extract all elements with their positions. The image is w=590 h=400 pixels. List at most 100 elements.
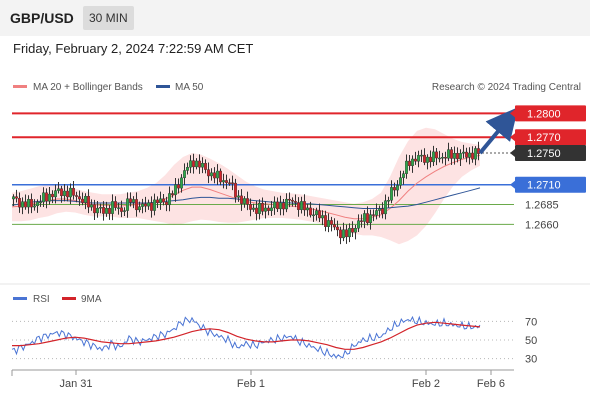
- candle-body: [93, 204, 96, 214]
- candle-body: [87, 195, 90, 208]
- candle-body: [459, 153, 462, 160]
- candle-body: [366, 213, 369, 224]
- candle-body: [354, 228, 357, 233]
- level-badge: [515, 145, 586, 162]
- rsi-ma-legend-swatch: [62, 297, 76, 300]
- candle-body: [102, 207, 105, 214]
- candle-body: [36, 201, 39, 207]
- candle-body: [375, 210, 378, 216]
- candle-body: [81, 198, 84, 203]
- candle-body: [180, 177, 183, 189]
- candle-body: [192, 160, 195, 168]
- rsi-panel: 30 50 70: [11, 315, 537, 366]
- candle-body: [396, 185, 399, 191]
- x-axis-label: Jan 31: [59, 378, 92, 390]
- candle-body: [297, 202, 300, 210]
- level-label: 1.2710: [527, 180, 561, 192]
- candle-body: [360, 220, 363, 222]
- candle-body: [27, 199, 30, 208]
- candle-body: [303, 201, 306, 211]
- candle-body: [57, 188, 60, 191]
- candle-body: [357, 220, 360, 229]
- price-levels: [12, 112, 514, 225]
- bollinger-band: [12, 127, 480, 245]
- candle-body: [54, 190, 57, 198]
- rsi-ma-line: [12, 321, 481, 350]
- candle-body: [345, 229, 348, 238]
- candle-body: [183, 170, 186, 179]
- candle-body: [66, 190, 69, 198]
- candle-body: [45, 192, 48, 202]
- candle-body: [279, 202, 282, 210]
- x-axis: Jan 31 Feb 1 Feb 2 Feb 6: [11, 369, 514, 390]
- candle-body: [321, 215, 324, 219]
- level-badge-pointer: [510, 180, 515, 189]
- candle-body: [117, 207, 120, 209]
- candle-body: [150, 202, 153, 211]
- candle-body: [411, 158, 414, 166]
- candle-body: [288, 198, 291, 201]
- price-level-labels: 1.2800 1.2770 1.2750 1.2710 1.2685 1.2660: [510, 105, 586, 231]
- candle-body: [171, 193, 174, 195]
- rsi-tick-label: 30: [525, 354, 537, 366]
- candle-body: [438, 157, 441, 160]
- candle-body: [246, 198, 249, 205]
- candle-body: [399, 177, 402, 186]
- candle-body: [132, 199, 135, 203]
- candle-body: [456, 153, 459, 160]
- candle-body: [216, 170, 219, 179]
- candle-body: [99, 207, 102, 209]
- candle-body: [432, 151, 435, 163]
- candle-body: [312, 214, 315, 217]
- candle-body: [465, 151, 468, 158]
- candle-body: [315, 210, 318, 216]
- candle-body: [69, 187, 72, 198]
- candle-body: [90, 204, 93, 208]
- candle-body: [342, 229, 345, 239]
- candle-body: [12, 196, 15, 200]
- candle-body: [198, 160, 201, 168]
- candle-body: [201, 163, 204, 168]
- candle-body: [21, 201, 24, 208]
- candle-body: [255, 207, 258, 214]
- candle-body: [276, 201, 279, 210]
- timeframe-button[interactable]: 30 MIN: [83, 6, 134, 30]
- candle-body: [18, 198, 21, 208]
- candle-body: [240, 195, 243, 204]
- candle-body: [267, 207, 270, 211]
- candle-body: [33, 205, 36, 208]
- candle-body: [60, 188, 63, 197]
- candle-body: [138, 206, 141, 211]
- candle-body: [195, 160, 198, 168]
- candle-body: [423, 154, 426, 163]
- rsi-ma-legend-label: 9MA: [81, 294, 102, 305]
- candle-body: [282, 202, 285, 210]
- candle-body: [135, 199, 138, 211]
- candle-body: [447, 149, 450, 159]
- candle-body: [168, 193, 171, 206]
- candle-body: [402, 173, 405, 178]
- candle-body: [111, 201, 114, 214]
- candle-body: [129, 198, 132, 203]
- candle-body: [219, 170, 222, 183]
- ma50-legend-label: MA 50: [175, 82, 204, 93]
- candle-body: [141, 203, 144, 207]
- candle-body: [120, 207, 123, 212]
- candle-body: [84, 195, 87, 203]
- candle-body: [252, 207, 255, 210]
- candle-body: [63, 190, 66, 197]
- candle-body: [123, 210, 126, 212]
- x-axis-label: Feb 6: [477, 378, 505, 390]
- ma50-line: [11, 187, 481, 209]
- level-badge-pointer: [510, 109, 515, 118]
- candle-body: [144, 203, 147, 207]
- candle-body: [444, 157, 447, 159]
- candle-body: [114, 201, 117, 208]
- x-axis-label: Feb 2: [412, 378, 440, 390]
- candle-body: [174, 184, 177, 195]
- candle-body: [462, 151, 465, 154]
- candle-body: [474, 148, 477, 160]
- level-badge: [515, 176, 586, 193]
- candle-body: [408, 160, 411, 166]
